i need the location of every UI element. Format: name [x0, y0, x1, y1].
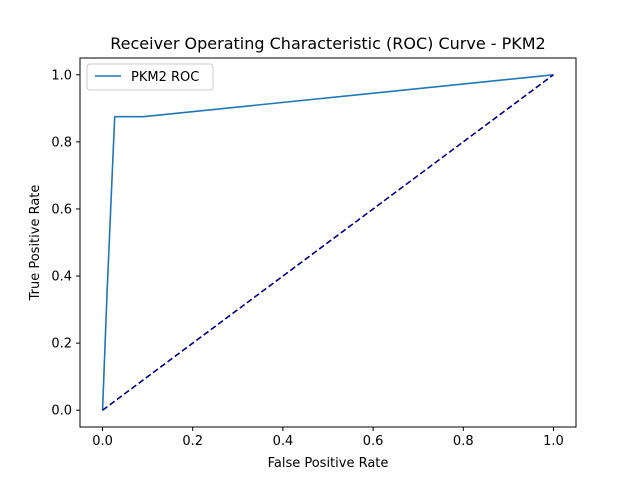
y-tick-label: 1.0 — [51, 68, 72, 83]
plot-area — [101, 73, 554, 411]
x-tick-label: 0.4 — [273, 434, 294, 449]
chart-title: Receiver Operating Characteristic (ROC) … — [110, 34, 545, 53]
x-tick-label: 0.6 — [363, 434, 384, 449]
series-line-chance-diagonal — [102, 74, 554, 411]
x-axis-label: False Positive Rate — [268, 456, 389, 471]
legend-label-pkm2-roc: PKM2 ROC — [131, 70, 199, 85]
y-tick-label: 0.2 — [51, 337, 72, 352]
legend: PKM2 ROC — [86, 63, 214, 91]
x-tick-label: 0.2 — [182, 434, 203, 449]
y-axis-label: True Positive Rate — [28, 185, 43, 302]
series-line-pkm2-roc — [101, 73, 554, 411]
y-tick-label: 0.4 — [51, 270, 72, 285]
axes-frame — [79, 57, 577, 428]
y-tick-label: 0.6 — [51, 202, 72, 217]
x-tick-label: 0.0 — [92, 434, 113, 449]
legend-box — [86, 63, 214, 91]
x-tick-label: 0.8 — [453, 434, 474, 449]
y-tick-label: 0.0 — [51, 404, 72, 419]
y-tick-label: 0.8 — [51, 135, 72, 150]
x-tick-label: 1.0 — [543, 434, 564, 449]
y-axis: 0.0 0.2 0.4 0.6 0.8 1.0 — [51, 68, 80, 419]
x-axis: 0.0 0.2 0.4 0.6 0.8 1.0 — [92, 427, 564, 449]
